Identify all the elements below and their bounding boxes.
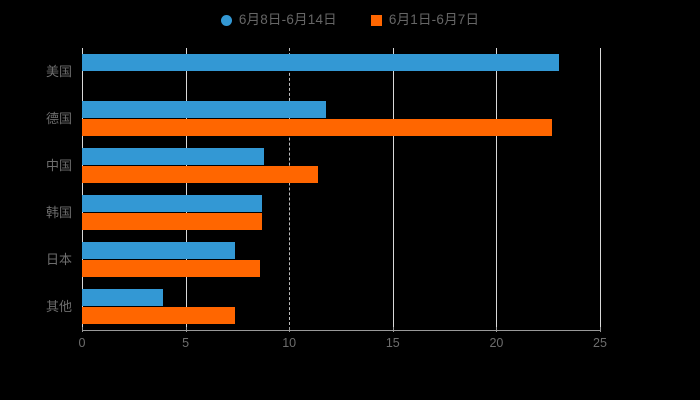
legend-item-series-0[interactable]: 6月8日-6月14日 [220,12,337,28]
bar-其他-series-1[interactable] [82,307,236,324]
gridline-x-15 [392,48,394,330]
y-axis-label-4: 日本 [45,251,72,267]
x-tick-mark-10 [289,327,291,332]
y-axis-label-1: 德国 [45,110,72,126]
chart-legend: 6月8日-6月14日 6月1日-6月7日 [0,8,700,32]
bar-韩国-series-1[interactable] [82,213,263,230]
x-tick-label-20: 20 [489,336,504,350]
x-tick-label-10: 10 [282,336,297,350]
gridline-x-25 [600,48,601,330]
legend-label-series-1: 6月1日-6月7日 [388,12,480,28]
x-tick-mark-0 [82,327,83,332]
gridline-x-5 [185,48,187,330]
x-axis-labels: 0 5 10 15 20 25 [0,327,700,355]
legend-swatch-circle-icon [220,14,232,26]
legend-swatch-square-icon [370,14,382,26]
gridline-x-20 [496,48,498,330]
bar-日本-series-1[interactable] [82,260,261,277]
y-axis-label-3: 韩国 [45,204,72,220]
y-axis-label-2: 中国 [45,157,72,173]
legend-item-series-1[interactable]: 6月1日-6月7日 [370,12,480,28]
bar-日本-series-0[interactable] [82,242,236,259]
x-tick-label-25: 25 [593,336,607,350]
y-axis-line [82,48,83,330]
x-tick-mark-15 [392,327,394,332]
y-axis-label-0: 美国 [45,63,72,79]
x-axis-line [82,330,600,331]
bar-美国-series-0[interactable] [82,54,559,71]
x-tick-mark-25 [600,327,601,332]
y-axis-label-5: 其他 [45,298,72,314]
x-tick-mark-20 [496,327,498,332]
bar-中国-series-0[interactable] [82,148,265,165]
x-tick-label-0: 0 [78,336,86,350]
x-tick-label-15: 15 [385,336,400,350]
bar-德国-series-0[interactable] [82,101,327,118]
bar-其他-series-0[interactable] [82,289,163,306]
plot-area [82,48,601,330]
bar-中国-series-1[interactable] [82,166,319,183]
gridline-x-10 [289,48,291,330]
legend-label-series-0: 6月8日-6月14日 [238,12,337,28]
x-tick-label-5: 5 [182,336,190,350]
bar-韩国-series-0[interactable] [82,195,263,212]
bar-德国-series-1[interactable] [82,119,553,136]
x-tick-mark-5 [185,327,187,332]
